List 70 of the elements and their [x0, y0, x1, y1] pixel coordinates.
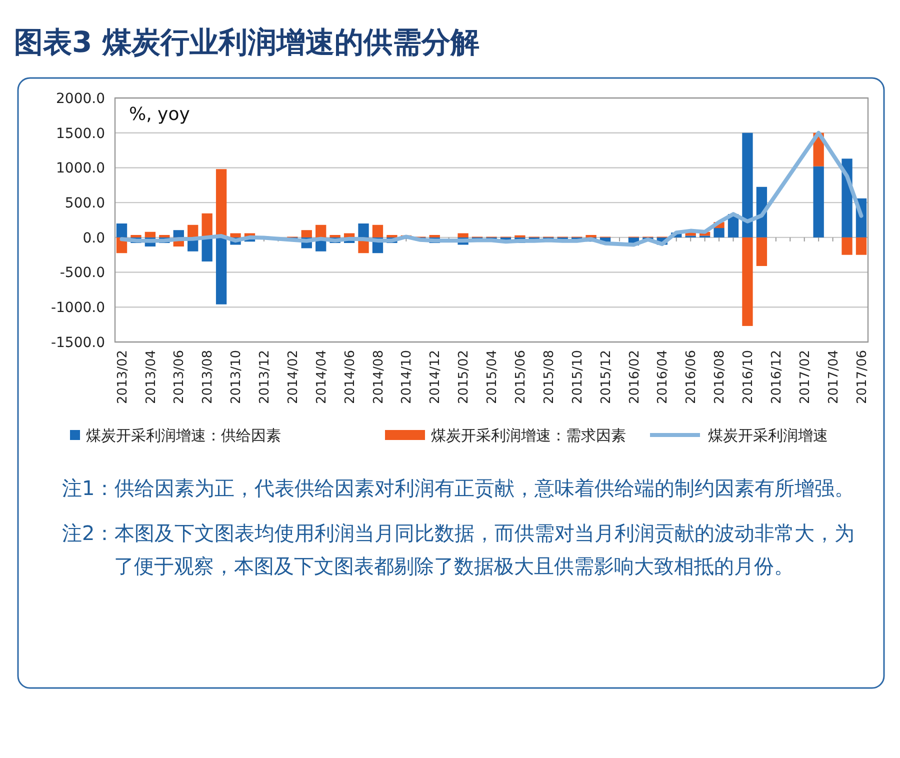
bar [856, 237, 867, 255]
x-tick-label: 2013/04 [144, 350, 159, 404]
bar [842, 237, 852, 255]
bar [813, 166, 824, 238]
x-tick-label: 2017/04 [826, 350, 842, 404]
bar [714, 228, 724, 238]
x-tick-label: 2016/06 [684, 350, 700, 404]
bar [202, 237, 212, 262]
line-series [120, 130, 864, 247]
bar [144, 232, 156, 238]
legend-label: 煤炭开采利润增速 [708, 426, 828, 444]
bar [116, 223, 128, 238]
x-tick-label: 2015/02 [456, 350, 472, 404]
x-tick-label: 2014/12 [428, 350, 444, 404]
bar [202, 213, 212, 238]
bar [188, 224, 198, 238]
x-tick-label: 2014/02 [286, 350, 301, 404]
bar [742, 237, 753, 326]
y-tick-label: 2000.0 [56, 90, 105, 107]
x-tick-label: 2016/10 [741, 350, 756, 404]
x-tick-label: 2013/10 [229, 350, 244, 404]
bar [330, 234, 340, 238]
x-tick-label: 2016/12 [769, 350, 784, 404]
x-tick-label: 2014/08 [371, 350, 386, 404]
x-tick-label: 2013/06 [172, 350, 188, 404]
bar [301, 230, 312, 238]
y-tick-label: 1000.0 [56, 160, 105, 177]
y-tick-label: 500.0 [64, 195, 105, 212]
bar [372, 224, 384, 238]
x-tick-label: 2016/04 [656, 350, 671, 404]
x-tick-label: 2013/12 [258, 350, 273, 404]
x-tick-label: 2015/08 [542, 350, 557, 404]
bar [386, 234, 398, 238]
legend-label: 煤炭开采利润增速：需求因素 [431, 426, 626, 444]
bar [216, 169, 227, 238]
y-tick-label: -1000.0 [50, 300, 105, 316]
bar [316, 224, 326, 238]
bar [344, 233, 355, 238]
bar [429, 234, 440, 238]
x-tick-label: 2016/08 [712, 350, 728, 404]
x-tick-label: 2013/08 [200, 350, 216, 404]
bar [756, 237, 768, 266]
legend-label: 煤炭开采利润增速：供给因素 [86, 426, 281, 444]
x-tick-label: 2017/02 [798, 350, 813, 404]
x-tick-label: 2016/02 [627, 350, 642, 404]
x-tick-label: 2015/10 [570, 350, 586, 404]
bar [159, 234, 170, 238]
annotation: %, yoy [129, 104, 190, 125]
bar [458, 233, 468, 238]
bar [130, 234, 142, 238]
x-tick-label: 2014/04 [314, 350, 330, 404]
y-tick-label: -1500.0 [50, 334, 105, 351]
bar [230, 233, 241, 238]
x-tick-label: 2014/06 [342, 350, 358, 404]
bar [358, 223, 369, 238]
x-tick-label: 2015/04 [485, 350, 500, 404]
bar [173, 230, 184, 238]
x-tick-label: 2015/06 [513, 350, 528, 404]
x-tick-label: 2014/10 [400, 350, 415, 404]
chart-title: 图表3 煤炭行业利润增速的供需分解 [14, 25, 480, 59]
x-tick-label: 2017/06 [854, 350, 870, 404]
y-tick-label: 0.0 [82, 230, 105, 246]
x-tick-label: 2013/02 [115, 350, 130, 404]
y-tick-label: -500.0 [60, 265, 105, 282]
text: 注1：供给因素为正，代表供给因素对利润有正贡献，意味着供给端的制约因素有所增强。 [62, 476, 855, 500]
bar [216, 237, 227, 304]
text: 注2：本图及下文图表均使用利润当月同比数据，而供需对当月利润贡献的波动非常大，为了便于观察，本图及下文图表都剔除了数据极大且供需影响大致相抵的月份。 [62, 521, 855, 578]
x-tick-label: 2015/12 [598, 350, 614, 404]
y-tick-label: 1500.0 [56, 126, 105, 142]
bar [742, 132, 753, 238]
